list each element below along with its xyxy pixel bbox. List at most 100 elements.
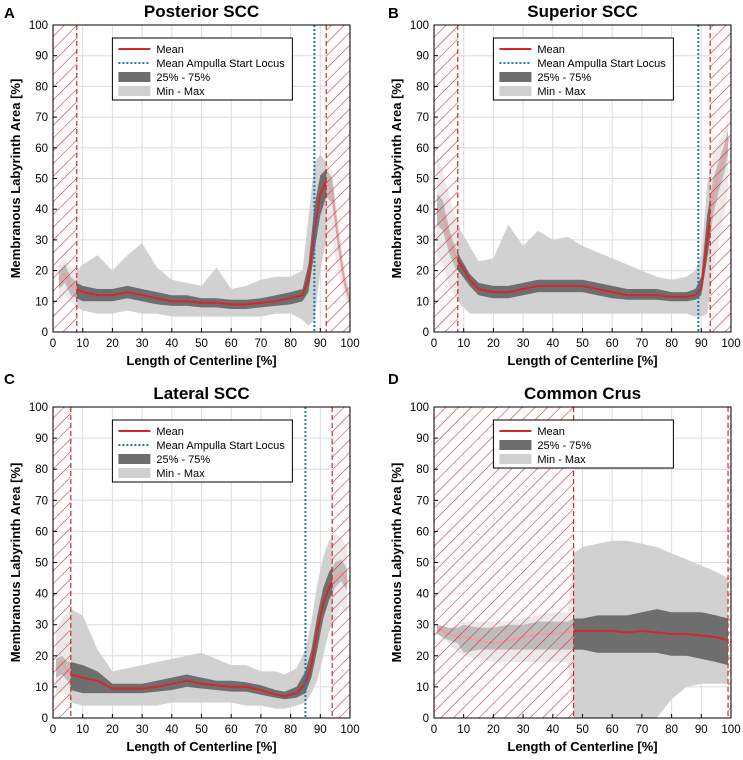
min-max-band (58, 153, 350, 326)
legend-swatch-range (499, 86, 532, 96)
x-tick-label: 30 (136, 338, 149, 350)
y-tick-label: 70 (35, 495, 48, 507)
y-tick-label: 80 (35, 81, 48, 93)
y-tick-label: 10 (416, 682, 429, 694)
y-tick-label: 70 (416, 112, 429, 124)
x-tick-label: 40 (546, 724, 559, 736)
excluded-region-hatch (53, 25, 77, 332)
y-tick-label: 80 (35, 464, 48, 476)
y-tick-label: 90 (416, 51, 429, 63)
y-tick-label: 10 (35, 682, 48, 694)
x-tick-label: 70 (636, 724, 649, 736)
y-tick-label: 20 (416, 266, 429, 278)
panel-d: 0 10 20 30 40 50 60 70 80 90 100 0 10 20 30 40 50 60 70 80 9… (388, 371, 741, 754)
legend-label: Min - Max (156, 86, 205, 98)
legend-label: 25% - 75% (156, 454, 210, 466)
y-tick-label: 100 (410, 402, 429, 414)
y-tick-label: 10 (416, 296, 429, 308)
excluded-region-hatch (728, 407, 731, 718)
x-axis-label: Length of Centerline [%] (507, 353, 657, 368)
y-tick-label: 70 (35, 112, 48, 124)
panel-letter: A (4, 5, 15, 22)
legend-swatch-iqr (118, 454, 151, 464)
y-tick-label: 60 (35, 143, 48, 155)
legend-swatch-iqr (499, 72, 532, 82)
legend-label: Min - Max (156, 468, 205, 480)
x-tick-label: 60 (606, 724, 619, 736)
x-tick-label: 100 (721, 338, 740, 350)
iqr-band (58, 169, 350, 309)
mean-line (58, 179, 350, 306)
legend-swatch-iqr (118, 72, 151, 82)
excluded-region-hatch (326, 25, 350, 332)
x-tick-label: 30 (517, 724, 530, 736)
min-max-band (437, 117, 728, 317)
chart-title: Superior SCC (527, 2, 638, 21)
x-axis-label: Length of Centerline [%] (126, 353, 276, 368)
y-tick-label: 10 (35, 296, 48, 308)
x-tick-label: 60 (606, 338, 619, 350)
y-tick-label: 50 (416, 558, 429, 570)
plot-content (53, 407, 350, 718)
x-tick-label: 10 (76, 724, 89, 736)
y-tick-label: 60 (35, 526, 48, 538)
x-tick-label: 20 (106, 338, 119, 350)
y-tick-label: 90 (35, 433, 48, 445)
panel-c: 0 10 20 30 40 50 60 70 80 90 100 0 10 20 30 40 50 60 70 80 9… (4, 371, 360, 754)
x-tick-label: 90 (314, 338, 327, 350)
x-tick-label: 0 (431, 338, 437, 350)
x-tick-label: 90 (314, 724, 327, 736)
y-tick-label: 100 (29, 20, 48, 32)
y-tick-label: 100 (410, 20, 429, 32)
x-tick-label: 0 (50, 338, 56, 350)
excluded-region-hatch (53, 407, 71, 718)
iqr-band (437, 609, 728, 666)
y-tick-label: 30 (416, 620, 429, 632)
y-axis-label: Membranous Labyrinth Area [%] (8, 79, 23, 279)
mean-line (55, 570, 348, 698)
x-tick-label: 30 (136, 724, 149, 736)
legend-label: Mean (156, 44, 184, 56)
plot-content (53, 25, 350, 332)
panel-letter: C (4, 371, 15, 388)
legend: Mean Mean Ampulla Start Locus 25% - 75% Min… (492, 37, 674, 101)
legend-label: Mean (156, 426, 184, 438)
y-tick-label: 80 (416, 81, 429, 93)
y-tick-label: 30 (416, 235, 429, 247)
legend-label: 25% - 75% (537, 72, 591, 84)
x-tick-label: 100 (721, 724, 740, 736)
iqr-band (56, 559, 347, 700)
y-tick-label: 60 (416, 143, 429, 155)
x-tick-label: 90 (695, 338, 708, 350)
x-tick-label: 40 (165, 724, 178, 736)
legend-label: Min - Max (537, 454, 586, 466)
legend: Mean 25% - 75% Min - Max (492, 419, 674, 469)
x-tick-label: 50 (576, 724, 589, 736)
x-tick-label: 90 (695, 724, 708, 736)
x-tick-label: 70 (255, 338, 268, 350)
x-tick-label: 20 (106, 724, 119, 736)
legend-label: Mean Ampulla Start Locus (537, 58, 666, 70)
x-tick-label: 50 (195, 338, 208, 350)
y-tick-label: 100 (29, 402, 48, 414)
legend-label: 25% - 75% (156, 72, 210, 84)
panel-letter: D (388, 371, 399, 388)
y-axis-label: Membranous Labyrinth Area [%] (8, 463, 23, 663)
panel-b: 0 10 20 30 40 50 60 70 80 90 100 0 10 20 30 40 50 60 70 80 9… (388, 2, 741, 368)
y-tick-label: 0 (423, 713, 429, 725)
y-axis-label: Membranous Labyrinth Area [%] (389, 463, 404, 663)
legend-swatch-iqr (499, 440, 532, 450)
y-tick-label: 20 (35, 651, 48, 663)
x-tick-label: 40 (546, 338, 559, 350)
y-tick-label: 40 (416, 204, 429, 216)
chart-title: Posterior SCC (144, 2, 259, 21)
x-tick-label: 20 (487, 724, 500, 736)
y-tick-label: 50 (35, 174, 48, 186)
y-tick-label: 40 (35, 589, 48, 601)
mean-line (436, 138, 729, 298)
excluded-region-hatch (434, 25, 458, 332)
iqr-band (437, 129, 728, 302)
x-tick-label: 80 (284, 724, 297, 736)
x-tick-label: 80 (665, 724, 678, 736)
legend: Mean Mean Ampulla Start Locus 25% - 75% Min… (111, 37, 293, 101)
